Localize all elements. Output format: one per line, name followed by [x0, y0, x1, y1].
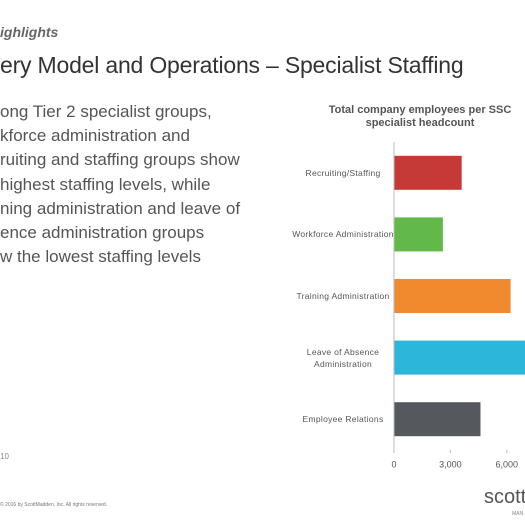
bar: [394, 340, 525, 375]
logo-subtitle: MAN: [512, 511, 524, 517]
logo: scott: [484, 486, 525, 508]
slide-title: ery Model and Operations – Specialist St…: [0, 52, 464, 78]
body-line: ning administration and leave of: [0, 198, 241, 218]
body-line: kforce administration and: [0, 126, 190, 146]
body-text: ong Tier 2 specialist groups, kforce admi…: [0, 100, 240, 269]
category-label: Workforce Administration: [292, 229, 394, 240]
bar: [394, 155, 462, 190]
bar: [394, 217, 443, 252]
body-line: ruiting and staffing groups show: [0, 150, 240, 170]
body-line: ence administration groups: [0, 223, 205, 243]
copyright: © 2016 by ScottMadden, Inc. All rights r…: [0, 502, 108, 508]
body-line: w the lowest staffing levels: [0, 247, 201, 267]
x-tick-label: 0: [391, 459, 396, 469]
x-tick-label: 3,000: [439, 459, 462, 469]
x-tick-label: 6,000: [496, 459, 519, 469]
body-line: ong Tier 2 specialist groups,: [0, 102, 212, 121]
section-label: ighlights: [0, 24, 59, 40]
chart-title: Total company employees per SSC speciali…: [328, 104, 512, 129]
category-label: Employee Relations: [302, 414, 384, 425]
bar: [394, 279, 511, 313]
body-line: highest staffing levels, while: [0, 174, 211, 194]
bar: [394, 402, 481, 437]
page-number: 10: [0, 452, 9, 461]
category-label: Recruiting/Staffing: [305, 167, 381, 178]
category-label: Training Administration: [296, 291, 390, 301]
category-label: Leave of Absence Administration: [306, 346, 380, 369]
